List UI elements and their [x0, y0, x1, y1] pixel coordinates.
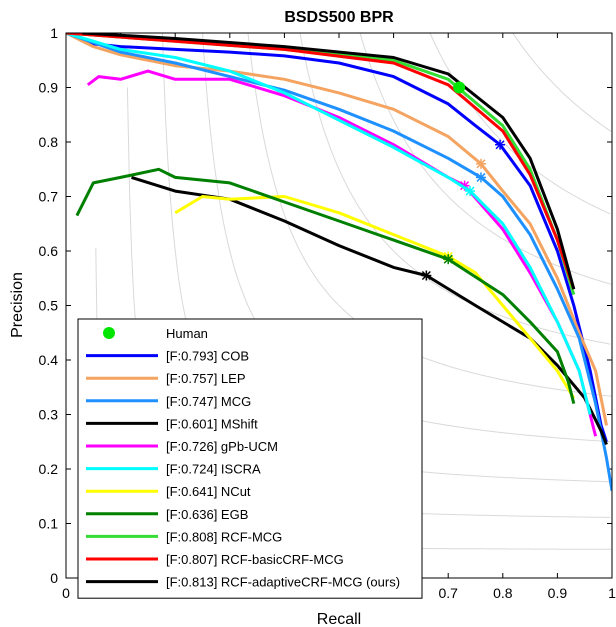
legend-label-7: [F:0.636] EGB — [166, 507, 248, 522]
legend-label-1: [F:0.757] LEP — [166, 371, 246, 386]
f-measure-marker-3 — [421, 270, 432, 281]
series-line-2 — [66, 33, 612, 492]
legend-label-9: [F:0.807] RCF-basicCRF-MCG — [166, 552, 344, 567]
y-tick-label: 0.7 — [39, 189, 59, 205]
legend-box — [77, 318, 423, 599]
legend-label-8: [F:0.808] RCF-MCG — [166, 529, 282, 544]
y-tick-label: 0.9 — [39, 80, 59, 96]
y-tick-label: 0.4 — [39, 352, 59, 368]
series-line-6 — [174, 195, 576, 399]
y-axis-label: Precision — [9, 272, 26, 338]
legend[interactable]: Human [F:0.793] COB [F:0.757] LEP [F:0.747]… — [77, 318, 423, 599]
iso-f-line — [512, 33, 612, 132]
f-measure-marker-1 — [475, 158, 486, 169]
x-tick-label: 1 — [608, 585, 616, 601]
x-tick-label: 0.9 — [548, 585, 568, 601]
iso-f-line — [247, 33, 612, 397]
legend-label-6: [F:0.641] NCut — [166, 484, 251, 499]
x-tick-label: 0 — [62, 585, 70, 601]
y-tick-label: 0.8 — [39, 134, 59, 150]
human-point — [453, 81, 466, 94]
f-measure-marker-0 — [495, 139, 506, 150]
series-line-7 — [75, 167, 576, 404]
iso-f-line — [359, 33, 612, 285]
series-line-9 — [66, 33, 576, 290]
legend-label-3: [F:0.601] MShift — [166, 416, 258, 431]
y-tick-label: 0 — [50, 570, 58, 586]
series-line-1 — [66, 33, 608, 426]
y-tick-label: 0.3 — [39, 407, 59, 423]
legend-label-2: [F:0.747] MCG — [166, 394, 251, 409]
series-layer — [66, 33, 612, 492]
series-line-5 — [66, 33, 592, 415]
legend-label-human: Human — [166, 326, 208, 341]
iso-f-line — [299, 33, 611, 345]
f-measure-marker-5 — [465, 186, 476, 197]
y-tick-label: 0.6 — [39, 243, 59, 259]
iso-f-line — [429, 33, 611, 215]
y-tick-label: 0.2 — [39, 461, 59, 477]
x-tick-label: 0.8 — [493, 585, 513, 601]
legend-label-0: [F:0.793] COB — [166, 349, 249, 364]
legend-label-5: [F:0.724] ISCRA — [166, 462, 261, 477]
f-measure-marker-7 — [443, 254, 454, 265]
f-measure-marker-2 — [475, 172, 486, 183]
y-tick-label: 0.5 — [39, 298, 59, 314]
legend-swatch-human — [103, 327, 115, 339]
y-tick-labels: 0 0.1 0.2 0.3 0.4 0.5 0.6 0.7 0.8 0.9 1 — [39, 25, 59, 586]
chart-title: BSDS500 BPR — [284, 9, 394, 26]
legend-label-4: [F:0.726] gPb-UCM — [166, 439, 278, 454]
legend-label-10: [F:0.813] RCF-adaptiveCRF-MCG (ours) — [166, 575, 400, 590]
x-tick-label: 0.7 — [438, 585, 458, 601]
y-tick-label: 1 — [50, 25, 58, 41]
x-axis-label: Recall — [317, 611, 361, 627]
y-tick-label: 0.1 — [39, 516, 59, 532]
series-line-10 — [82, 33, 576, 290]
series-line-0 — [66, 33, 608, 443]
